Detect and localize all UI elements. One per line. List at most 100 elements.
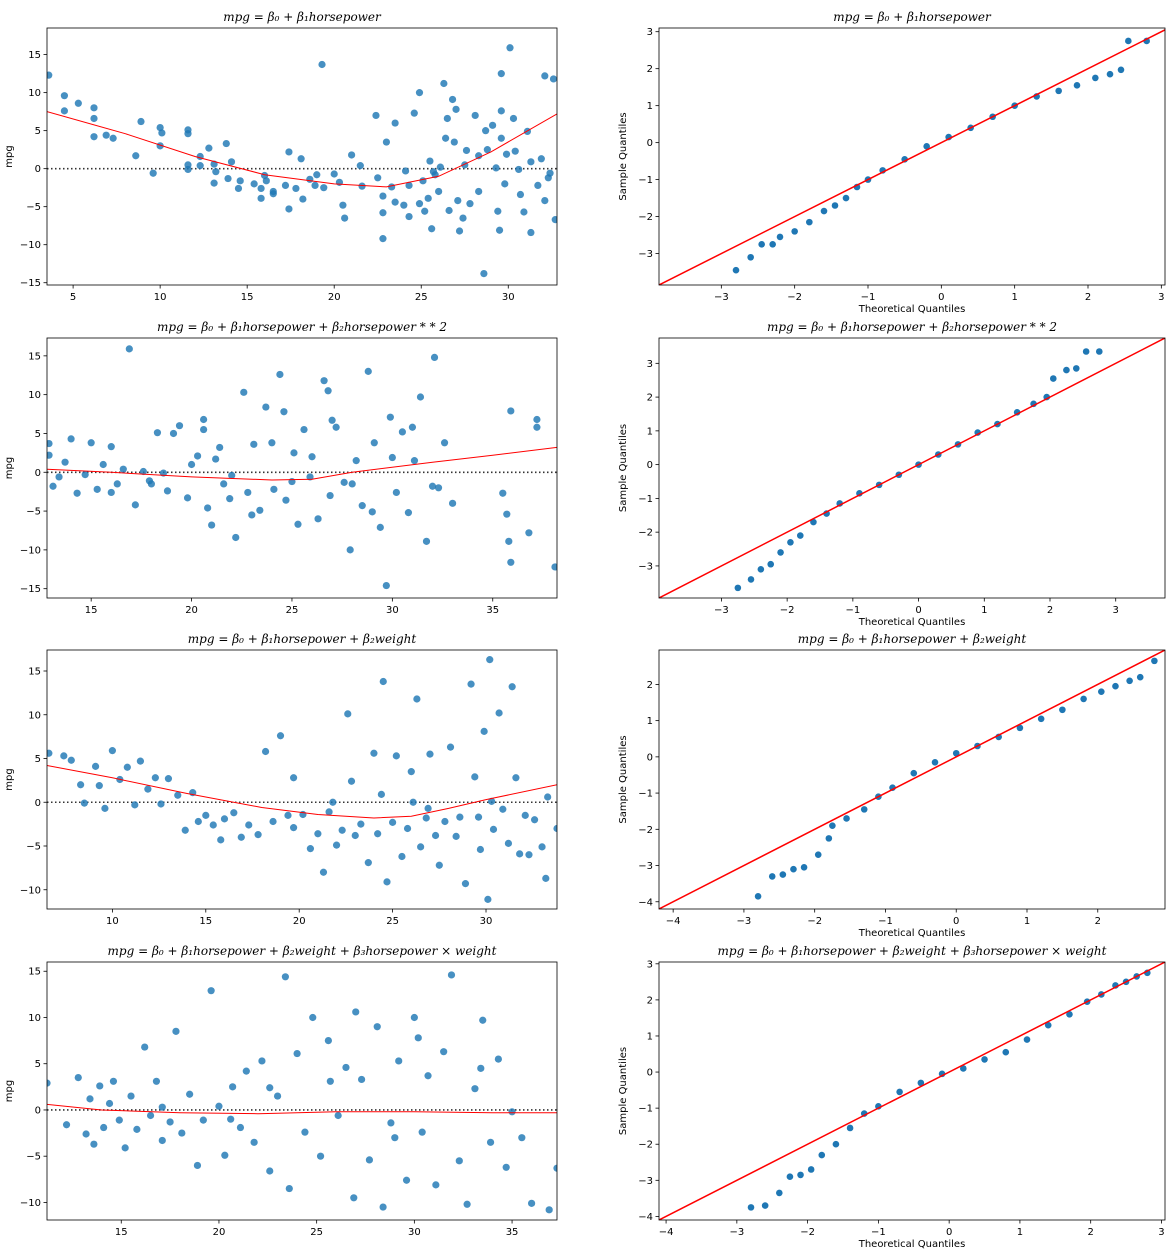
data-point bbox=[348, 151, 356, 159]
data-point bbox=[428, 482, 437, 490]
data-point bbox=[288, 477, 296, 486]
data-point bbox=[202, 811, 210, 819]
data-point bbox=[810, 518, 817, 526]
chart-title: mpg = β₀ + β₁horsepower + β₂weight bbox=[798, 632, 1027, 646]
data-point bbox=[123, 763, 131, 771]
data-point bbox=[329, 798, 337, 806]
data-point bbox=[1044, 1021, 1052, 1029]
x-tick-label: −1 bbox=[878, 916, 893, 927]
data-point bbox=[415, 200, 424, 208]
subplot-6: −4 −3 −2 −1 0 1 2 −4 −3 −2 −1 0 1 2 mpg = β₀ + β₁horse… bbox=[618, 632, 1166, 939]
data-point bbox=[332, 841, 341, 849]
data-point bbox=[1063, 366, 1070, 374]
data-point bbox=[273, 1092, 282, 1100]
data-point bbox=[475, 152, 483, 160]
y-tick-label: 2 bbox=[647, 64, 653, 75]
y-tick-label: 5 bbox=[35, 754, 41, 765]
data-point bbox=[507, 558, 515, 566]
data-point bbox=[220, 480, 228, 488]
data-point bbox=[1095, 348, 1103, 355]
data-point bbox=[410, 109, 418, 117]
data-point bbox=[541, 72, 549, 80]
data-point bbox=[482, 127, 490, 135]
data-point bbox=[316, 1152, 325, 1160]
x-axis-label: Theoretical Quantiles bbox=[858, 1239, 966, 1250]
data-point bbox=[224, 174, 232, 183]
data-point bbox=[245, 821, 253, 829]
axes-frame bbox=[46, 961, 558, 1221]
data-point bbox=[250, 1138, 258, 1146]
data-point bbox=[328, 416, 336, 424]
x-tick-label: −2 bbox=[800, 1227, 815, 1238]
data-point bbox=[1092, 74, 1099, 82]
y-tick-label: 0 bbox=[647, 138, 653, 149]
data-point bbox=[488, 797, 496, 805]
data-point bbox=[80, 799, 88, 807]
plot-area bbox=[47, 44, 557, 278]
data-point bbox=[800, 864, 808, 871]
data-point bbox=[790, 865, 797, 873]
x-tick-label: −2 bbox=[780, 605, 795, 616]
data-point bbox=[382, 581, 390, 590]
data-point bbox=[435, 861, 443, 869]
data-point bbox=[527, 228, 535, 237]
data-point bbox=[442, 134, 450, 142]
data-point bbox=[516, 190, 525, 199]
data-point bbox=[452, 105, 460, 113]
data-point bbox=[960, 1065, 967, 1072]
data-point bbox=[266, 1084, 274, 1092]
data-point bbox=[184, 130, 192, 138]
data-point bbox=[421, 207, 429, 215]
data-point bbox=[1023, 1036, 1031, 1043]
y-tick-label: −2 bbox=[638, 825, 653, 836]
data-point bbox=[747, 1204, 755, 1211]
data-point bbox=[445, 206, 453, 215]
data-point bbox=[212, 455, 220, 463]
data-point bbox=[494, 207, 502, 215]
data-point bbox=[480, 727, 488, 735]
data-point bbox=[432, 1181, 440, 1189]
x-tick-label: 25 bbox=[310, 1227, 323, 1238]
plot-area bbox=[659, 29, 1165, 285]
data-point bbox=[183, 494, 192, 502]
data-point bbox=[100, 1123, 108, 1132]
data-point bbox=[200, 425, 208, 434]
data-point bbox=[1080, 695, 1087, 703]
subplot-5: 10 15 20 25 30 −10 −5 0 5 10 15 mpg = β₀ + β₁horsep… bbox=[4, 632, 558, 927]
data-point bbox=[479, 1016, 487, 1024]
reference-line bbox=[659, 650, 1165, 909]
data-point bbox=[502, 150, 511, 158]
data-point bbox=[77, 781, 85, 789]
data-point bbox=[1037, 715, 1045, 723]
data-point bbox=[137, 117, 145, 126]
x-tick-label: 20 bbox=[328, 292, 341, 303]
y-axis-label: Sample Quantiles bbox=[618, 424, 629, 512]
data-point bbox=[199, 1116, 207, 1124]
data-point bbox=[358, 182, 366, 190]
x-tick-label: −1 bbox=[845, 605, 860, 616]
subplot-7: 15 20 25 30 35 −10 −5 0 5 10 15 mpg = β₀ + β₁horsep… bbox=[4, 944, 558, 1238]
data-point bbox=[506, 44, 514, 52]
x-axis-label: Theoretical Quantiles bbox=[858, 617, 966, 628]
data-point bbox=[402, 1176, 411, 1184]
y-tick-label: 15 bbox=[28, 967, 41, 978]
data-point bbox=[382, 138, 391, 146]
x-tick-label: 15 bbox=[241, 292, 254, 303]
data-point bbox=[1055, 87, 1062, 95]
data-point bbox=[797, 1171, 804, 1179]
data-point bbox=[347, 777, 356, 785]
data-point bbox=[1098, 688, 1105, 695]
data-point bbox=[923, 143, 930, 150]
data-point bbox=[441, 817, 449, 826]
data-point bbox=[221, 1151, 229, 1159]
data-point bbox=[791, 228, 798, 235]
data-point bbox=[147, 480, 156, 488]
axes-frame bbox=[658, 961, 1166, 1221]
y-axis-label: mpg bbox=[4, 457, 15, 479]
data-point bbox=[240, 388, 248, 396]
data-point bbox=[546, 169, 554, 177]
y-tick-label: 10 bbox=[28, 710, 41, 721]
data-point bbox=[276, 370, 284, 379]
data-point bbox=[1082, 348, 1090, 355]
data-point bbox=[236, 177, 244, 185]
